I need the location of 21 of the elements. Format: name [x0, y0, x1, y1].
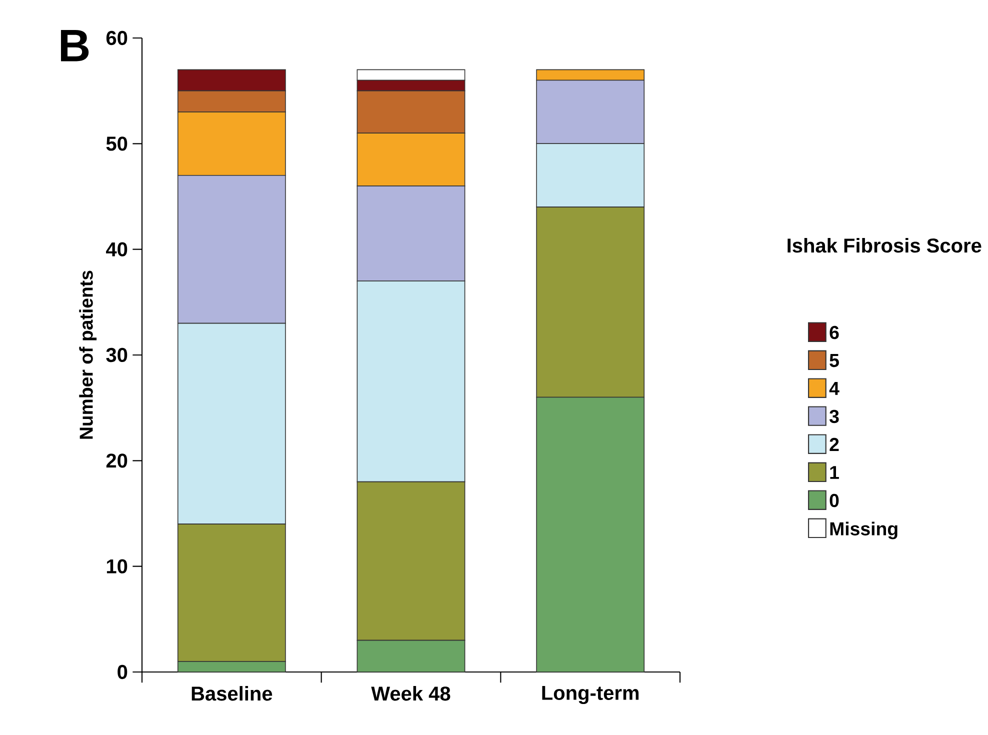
- legend-label: 1: [830, 466, 839, 479]
- legend-title: Ishak Fibrosis Score: [788, 238, 982, 253]
- text: B: [60, 30, 89, 62]
- y-tick-label: 20: [106, 454, 128, 468]
- x-tick-label: Week 48: [371, 686, 450, 701]
- y-tick-label: 40: [106, 242, 128, 256]
- y-axis-title: Number of patients: [79, 270, 97, 439]
- x-tick-label: Baseline: [192, 686, 272, 701]
- y-tick-label: 10: [106, 559, 128, 574]
- y-tick-label: 60: [106, 30, 128, 46]
- legend-label: 0: [830, 494, 839, 508]
- legend-label: 3: [829, 410, 839, 424]
- legend-label: 5: [830, 354, 839, 368]
- legend-label: 4: [829, 382, 840, 395]
- legend-label: 2: [830, 438, 839, 451]
- y-tick-label: 50: [106, 136, 128, 151]
- y-tick-label: 30: [106, 348, 128, 362]
- legend-label: 6: [830, 326, 839, 340]
- x-tick-label: Long-term: [542, 686, 639, 704]
- legend-label: Missing: [830, 522, 898, 540]
- y-tick-label: 0: [118, 664, 128, 680]
